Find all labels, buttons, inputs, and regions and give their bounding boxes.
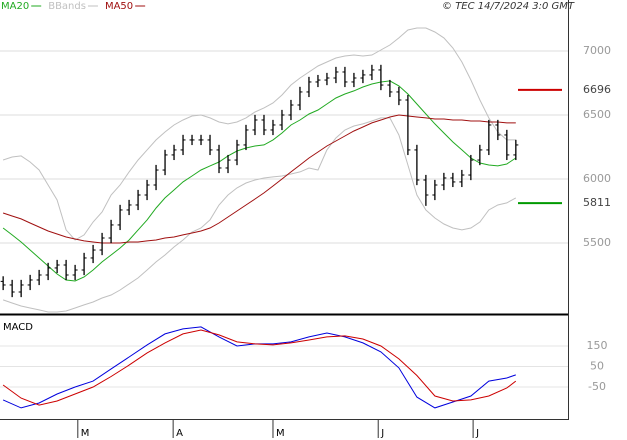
x-tick-label: J <box>475 428 479 439</box>
y-tick-label: -50 <box>588 380 606 393</box>
legend-label: MA20 <box>1 1 29 12</box>
macd-title: MACD <box>3 322 33 333</box>
macd-line <box>2 329 517 406</box>
x-tick-label: M <box>276 428 285 439</box>
y-tick-label: 6000 <box>583 172 611 185</box>
level-label: 5811 <box>583 196 611 209</box>
level-label: 6696 <box>583 83 611 96</box>
x-tick-label: A <box>176 428 183 439</box>
y-tick-label: 6500 <box>583 108 611 121</box>
x-tick-label: J <box>380 428 384 439</box>
bband-lower <box>2 117 517 313</box>
y-tick-label: 5500 <box>583 236 611 249</box>
bband-upper <box>2 27 516 241</box>
legend-label: BBands <box>48 1 86 12</box>
legend-label: MA50 <box>105 1 133 12</box>
y-tick-label: 150 <box>587 339 608 352</box>
moving-average <box>2 114 516 244</box>
y-tick-label: 50 <box>590 359 604 372</box>
source-note: © TEC 14/7/2024 3:0 GMT <box>442 1 575 12</box>
x-tick-label: M <box>81 428 90 439</box>
y-tick-label: 7000 <box>583 44 611 57</box>
